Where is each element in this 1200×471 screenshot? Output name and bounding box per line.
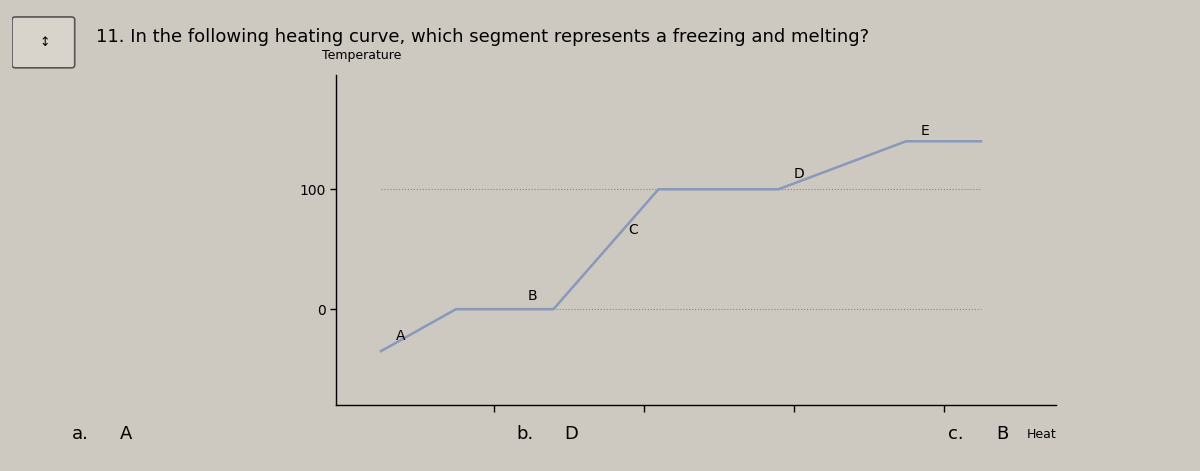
Text: A: A	[120, 425, 132, 443]
Text: c.: c.	[948, 425, 964, 443]
Text: B: B	[996, 425, 1008, 443]
Text: D: D	[793, 167, 804, 181]
FancyBboxPatch shape	[12, 17, 74, 68]
Text: D: D	[564, 425, 578, 443]
Text: A: A	[396, 329, 406, 343]
Text: 11. In the following heating curve, which segment represents a freezing and melt: 11. In the following heating curve, whic…	[96, 28, 869, 46]
Text: ↕: ↕	[40, 36, 50, 49]
Text: E: E	[922, 124, 930, 138]
Text: Temperature: Temperature	[322, 49, 401, 62]
Text: b.: b.	[516, 425, 533, 443]
Text: B: B	[527, 289, 536, 303]
Text: Heat: Heat	[1026, 428, 1056, 441]
Text: C: C	[629, 223, 638, 237]
Text: a.: a.	[72, 425, 89, 443]
